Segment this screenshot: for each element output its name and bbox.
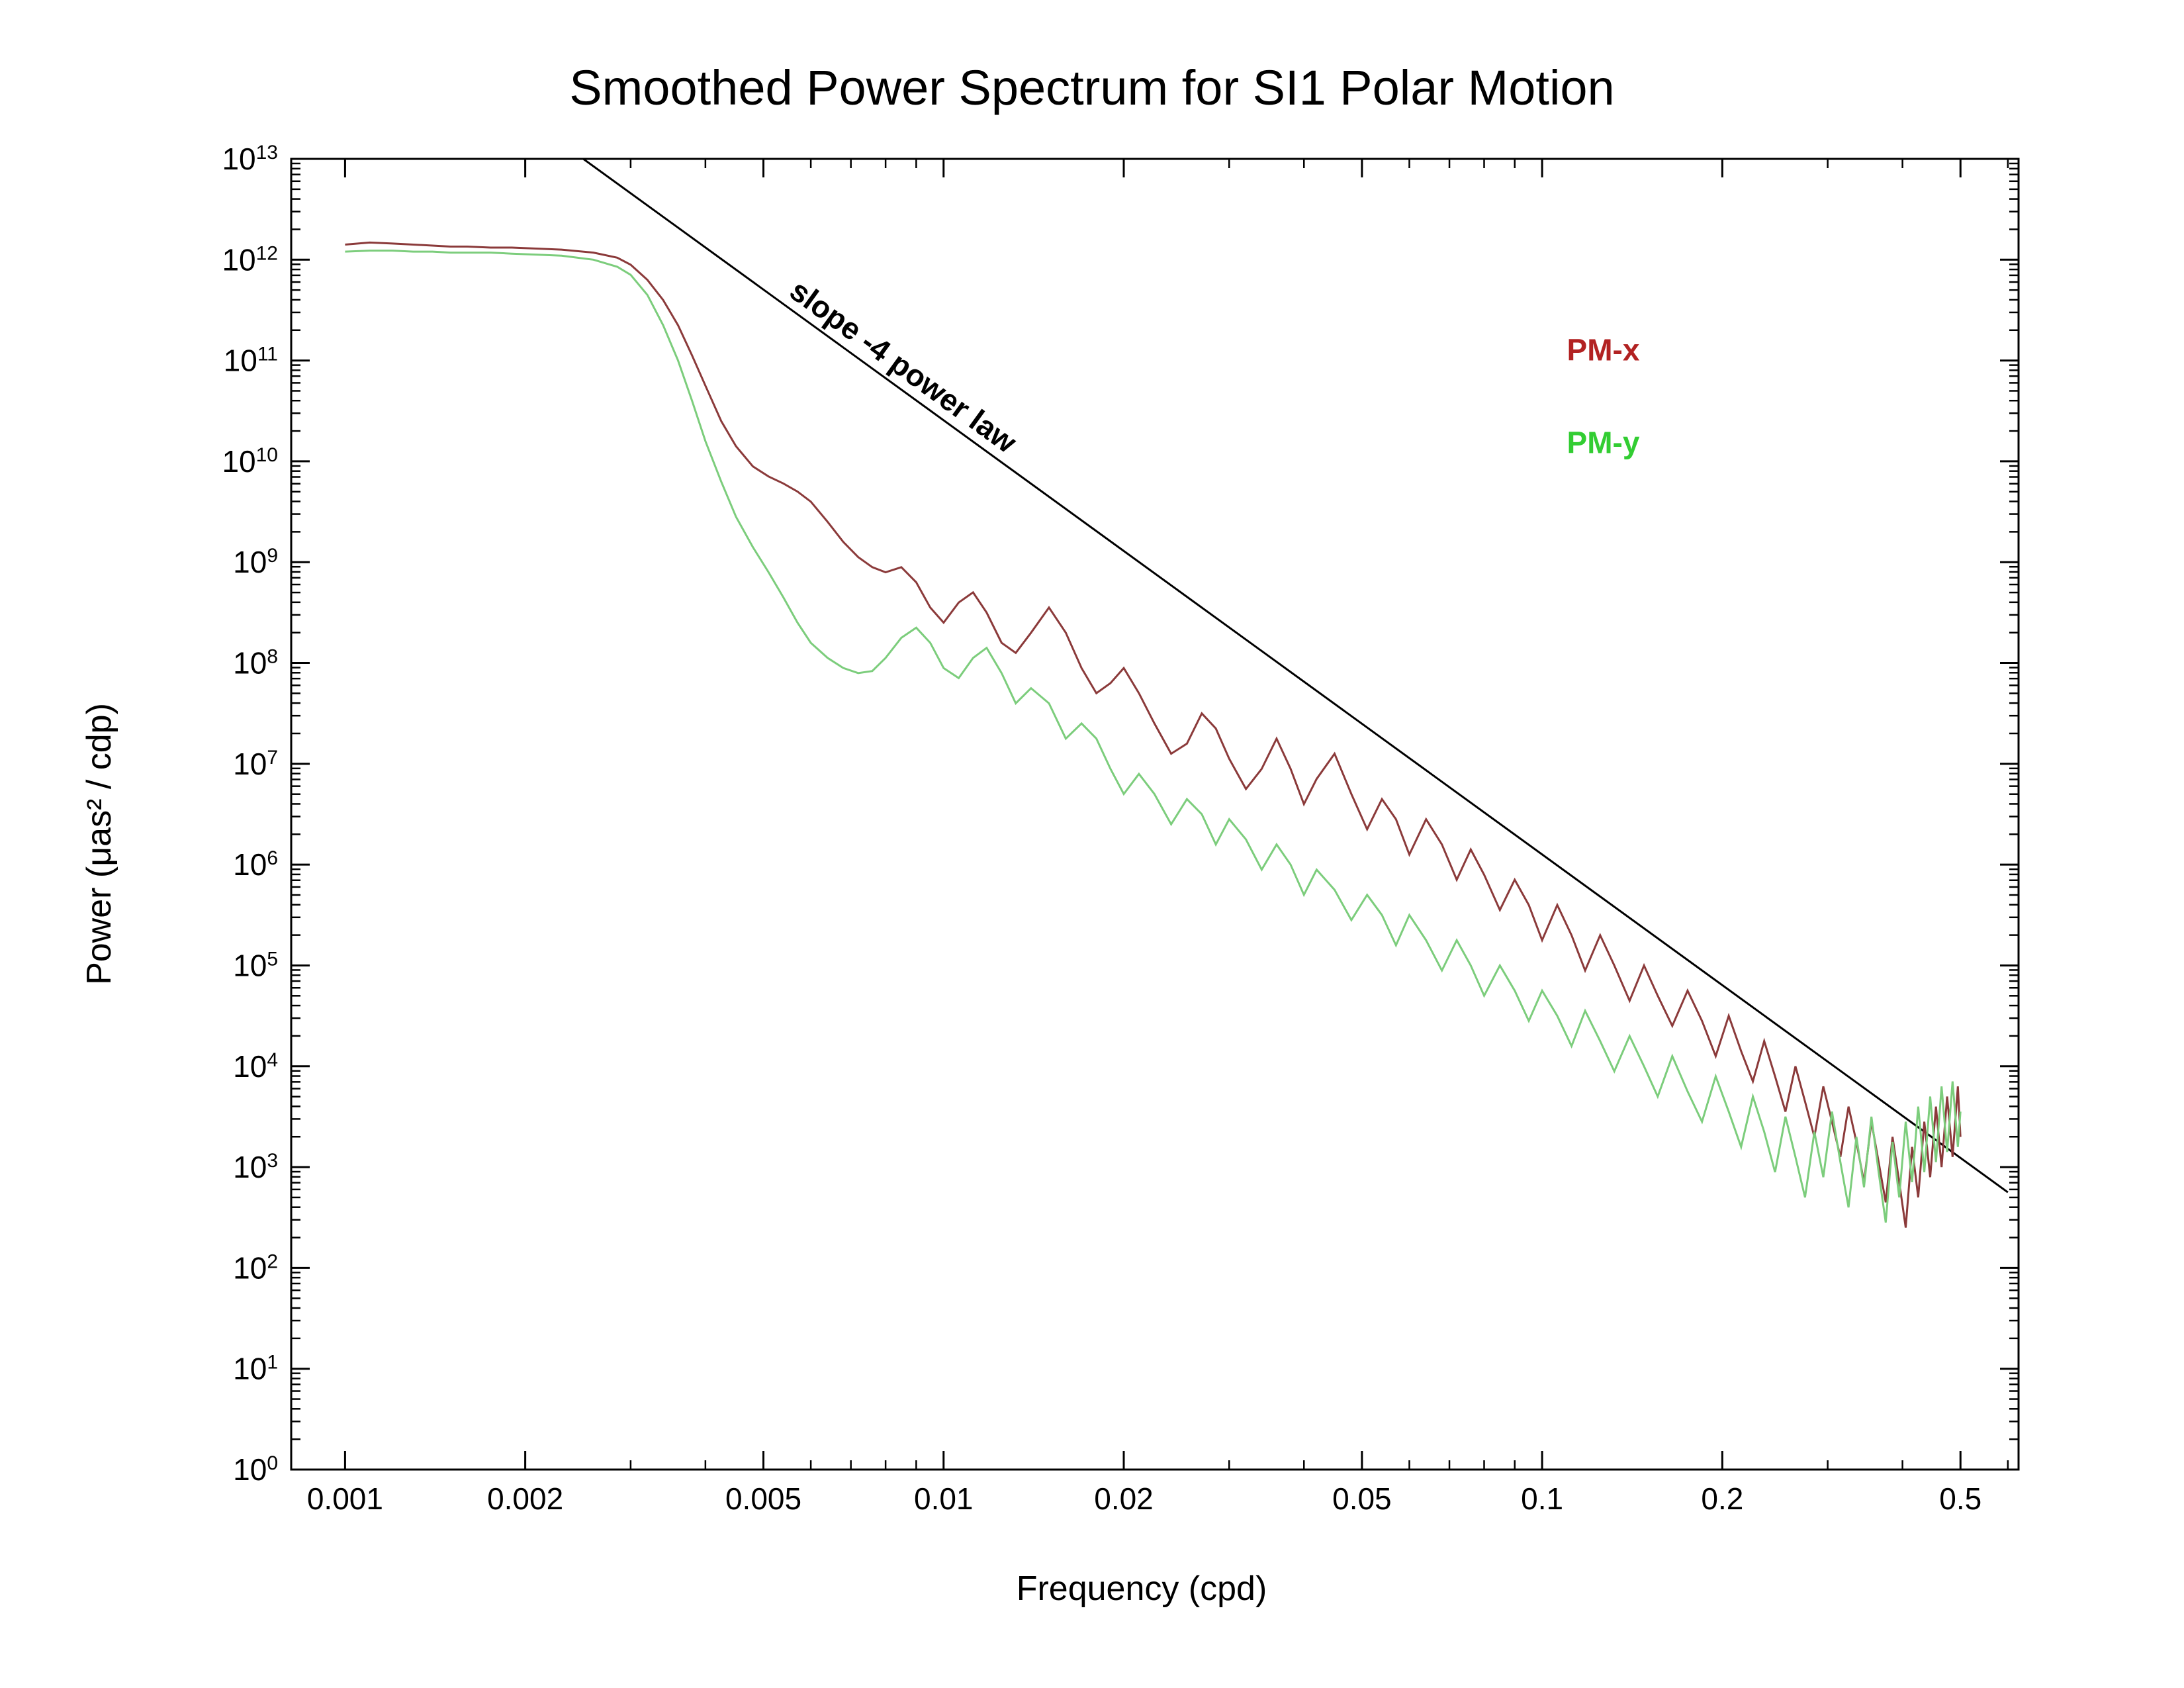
x-tick-label: 0.1 bbox=[1521, 1481, 1563, 1516]
plot-frame bbox=[291, 159, 2019, 1470]
y-tick-label: 1011 bbox=[224, 343, 278, 378]
x-tick-label: 0.05 bbox=[1332, 1481, 1392, 1516]
x-tick-label: 0.02 bbox=[1094, 1481, 1154, 1516]
slope-annotation: slope -4 power law bbox=[784, 273, 1023, 459]
chart-svg: 100 101 102 103 104 105 106 107 108 109 1010 1011 10… bbox=[0, 0, 2184, 1688]
series-PM-y bbox=[345, 251, 1960, 1223]
x-tick-label: 0.002 bbox=[487, 1481, 563, 1516]
legend-PM-y: PM-y bbox=[1567, 426, 1640, 460]
y-tick-label: 100 bbox=[233, 1452, 278, 1487]
x-tick-label: 0.01 bbox=[914, 1481, 974, 1516]
x-tick-label: 0.001 bbox=[307, 1481, 383, 1516]
y-tick-label: 1013 bbox=[222, 142, 278, 177]
y-tick-label: 1012 bbox=[222, 242, 278, 277]
chart-page: { "title": "Smoothed Power Spectrum for … bbox=[0, 0, 2184, 1688]
power-law-line bbox=[583, 159, 2008, 1192]
x-tick-label: 0.5 bbox=[1939, 1481, 1981, 1516]
x-tick-label: 0.2 bbox=[1701, 1481, 1743, 1516]
y-tick-label: 101 bbox=[233, 1351, 278, 1386]
y-tick-label: 107 bbox=[233, 746, 278, 781]
y-tick-label: 103 bbox=[233, 1150, 278, 1185]
y-tick-label: 102 bbox=[233, 1250, 278, 1286]
y-tick-label: 104 bbox=[233, 1049, 278, 1084]
x-tick-label: 0.005 bbox=[725, 1481, 801, 1516]
series-PM-x bbox=[345, 242, 1960, 1227]
y-tick-label: 1010 bbox=[222, 444, 278, 479]
y-tick-label: 109 bbox=[233, 545, 278, 580]
legend-PM-x: PM-x bbox=[1567, 333, 1640, 367]
y-tick-label: 105 bbox=[233, 948, 278, 983]
y-tick-label: 106 bbox=[233, 847, 278, 882]
y-tick-label: 108 bbox=[233, 645, 278, 680]
